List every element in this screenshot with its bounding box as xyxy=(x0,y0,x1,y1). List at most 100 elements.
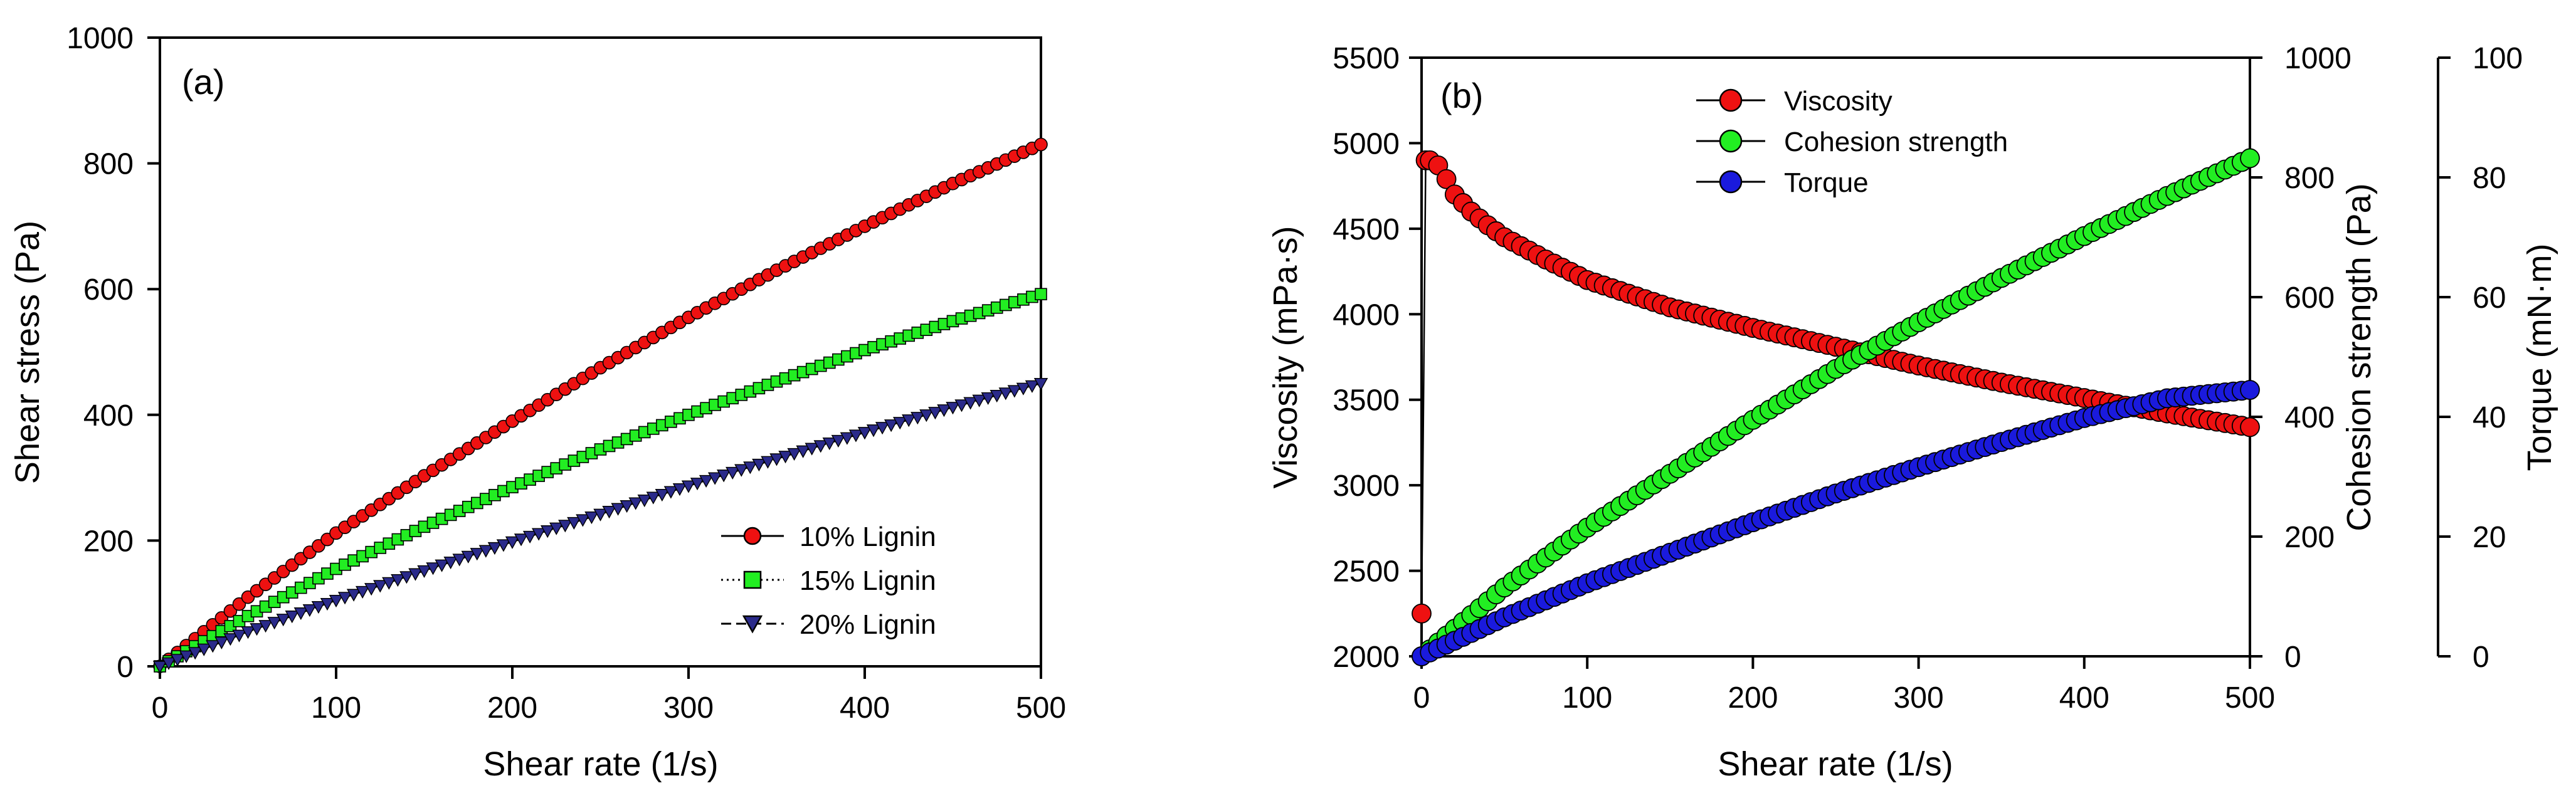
data-point xyxy=(972,394,986,407)
legend-marker-10-lignin xyxy=(743,527,762,545)
legend-marker-torque xyxy=(1719,170,1743,194)
data-point xyxy=(981,392,995,405)
data-point xyxy=(690,478,705,491)
data-point xyxy=(267,617,282,630)
data-point xyxy=(179,650,194,663)
series-line-viscosity xyxy=(1420,159,2251,614)
data-point xyxy=(637,495,652,508)
data-point xyxy=(813,440,828,453)
panel-b-label: (b) xyxy=(1440,76,1483,115)
panel-a-x-axis-title: Shear rate (1/s) xyxy=(483,745,718,783)
data-point xyxy=(1034,137,1048,152)
data-point xyxy=(487,542,502,555)
data-point xyxy=(2240,417,2260,438)
data-point xyxy=(796,445,810,458)
viscosity-tick-label: 3000 xyxy=(1333,470,1400,503)
data-point xyxy=(337,592,352,605)
data-point xyxy=(743,461,757,475)
data-point xyxy=(505,536,520,549)
data-point xyxy=(998,387,1013,401)
data-point xyxy=(1035,288,1047,301)
data-point xyxy=(1033,377,1048,391)
x-tick-label: 300 xyxy=(1894,681,1944,715)
data-point xyxy=(152,661,167,674)
data-point xyxy=(311,601,326,614)
x-tick-label: 200 xyxy=(1728,681,1778,715)
legend-label-cohesion-strength: Cohesion strength xyxy=(1784,127,2008,157)
y-tick-label: 0 xyxy=(117,651,134,684)
data-point xyxy=(778,451,793,464)
legend-item-viscosity: Viscosity xyxy=(1696,86,1892,117)
torque-tick-label: 40 xyxy=(2473,401,2506,434)
data-point xyxy=(470,548,484,561)
panel-b-x-axis-title: Shear rate (1/s) xyxy=(1718,745,1953,783)
x-tick-label: 400 xyxy=(840,691,890,725)
data-point xyxy=(522,530,537,544)
panel-b-viscosity-axis-title: Viscosity (mPa·s) xyxy=(1267,226,1304,488)
panel-a: 0 100 200 300 400 500 0 200 400 600 800 1000 (a) S… xyxy=(9,22,1066,783)
data-point xyxy=(1025,380,1040,393)
data-point xyxy=(293,607,308,621)
data-point xyxy=(893,417,907,430)
viscosity-tick-label: 5000 xyxy=(1333,127,1400,160)
data-point xyxy=(276,614,290,627)
data-point xyxy=(761,456,775,469)
data-point xyxy=(769,453,784,466)
data-point xyxy=(541,525,555,538)
data-point xyxy=(946,402,960,415)
x-tick-label: 300 xyxy=(663,691,714,725)
data-point xyxy=(382,577,396,590)
cohesion-tick-label: 0 xyxy=(2284,641,2301,674)
data-point xyxy=(752,458,766,472)
data-point xyxy=(197,643,211,656)
data-point xyxy=(188,647,203,660)
data-point xyxy=(602,506,616,519)
data-point xyxy=(822,438,837,451)
legend-item-15-lignin: 15% Lignin xyxy=(721,565,936,596)
data-point xyxy=(646,491,660,505)
data-point xyxy=(514,533,529,547)
data-point xyxy=(963,397,978,410)
legend-item-20-lignin: 20% Lignin xyxy=(721,609,936,640)
panel-b-x-ticks: 0 100 200 300 400 500 xyxy=(1413,656,2275,715)
data-point xyxy=(161,657,176,670)
panel-b-torque-ticks: 0 20 40 60 80 100 xyxy=(2438,42,2523,674)
data-point xyxy=(902,414,916,428)
torque-tick-label: 60 xyxy=(2473,281,2506,315)
series-line-torque xyxy=(1421,389,2251,658)
data-point xyxy=(391,574,405,587)
legend-label-10-lignin: 10% Lignin xyxy=(800,522,936,552)
legend-item-torque: Torque xyxy=(1696,167,1869,198)
series-20-lignin xyxy=(152,377,1048,674)
data-point xyxy=(805,443,819,456)
y-tick-label: 800 xyxy=(83,148,134,181)
data-point xyxy=(928,407,942,420)
legend-marker-viscosity xyxy=(1719,88,1743,112)
data-point xyxy=(285,611,299,624)
data-point xyxy=(558,520,573,533)
data-point xyxy=(496,539,511,552)
data-point xyxy=(726,466,740,480)
data-point xyxy=(911,412,925,425)
data-point xyxy=(1007,385,1022,398)
panel-b: 0 100 200 300 400 500 20002500300035004000450… xyxy=(1267,42,2558,783)
data-point xyxy=(443,557,458,570)
legend-label-viscosity: Viscosity xyxy=(1784,86,1892,117)
data-point xyxy=(919,409,934,422)
x-tick-label: 200 xyxy=(487,691,537,725)
panel-a-label: (a) xyxy=(182,62,224,102)
data-point xyxy=(866,424,881,438)
data-point xyxy=(663,486,678,499)
panel-b-torque-axis-title: Torque (mN·m) xyxy=(2521,243,2558,471)
x-tick-label: 500 xyxy=(1016,691,1066,725)
data-point xyxy=(990,390,1004,403)
x-tick-label: 0 xyxy=(1413,681,1430,715)
torque-tick-label: 80 xyxy=(2473,162,2506,195)
data-point xyxy=(787,448,801,461)
cohesion-tick-label: 600 xyxy=(2284,281,2335,315)
panel-a-legend: 10% Lignin 15% Lignin 20% Lignin xyxy=(721,522,936,640)
panel-b-series xyxy=(1412,148,2260,666)
data-point xyxy=(170,654,185,667)
data-point xyxy=(884,419,899,433)
